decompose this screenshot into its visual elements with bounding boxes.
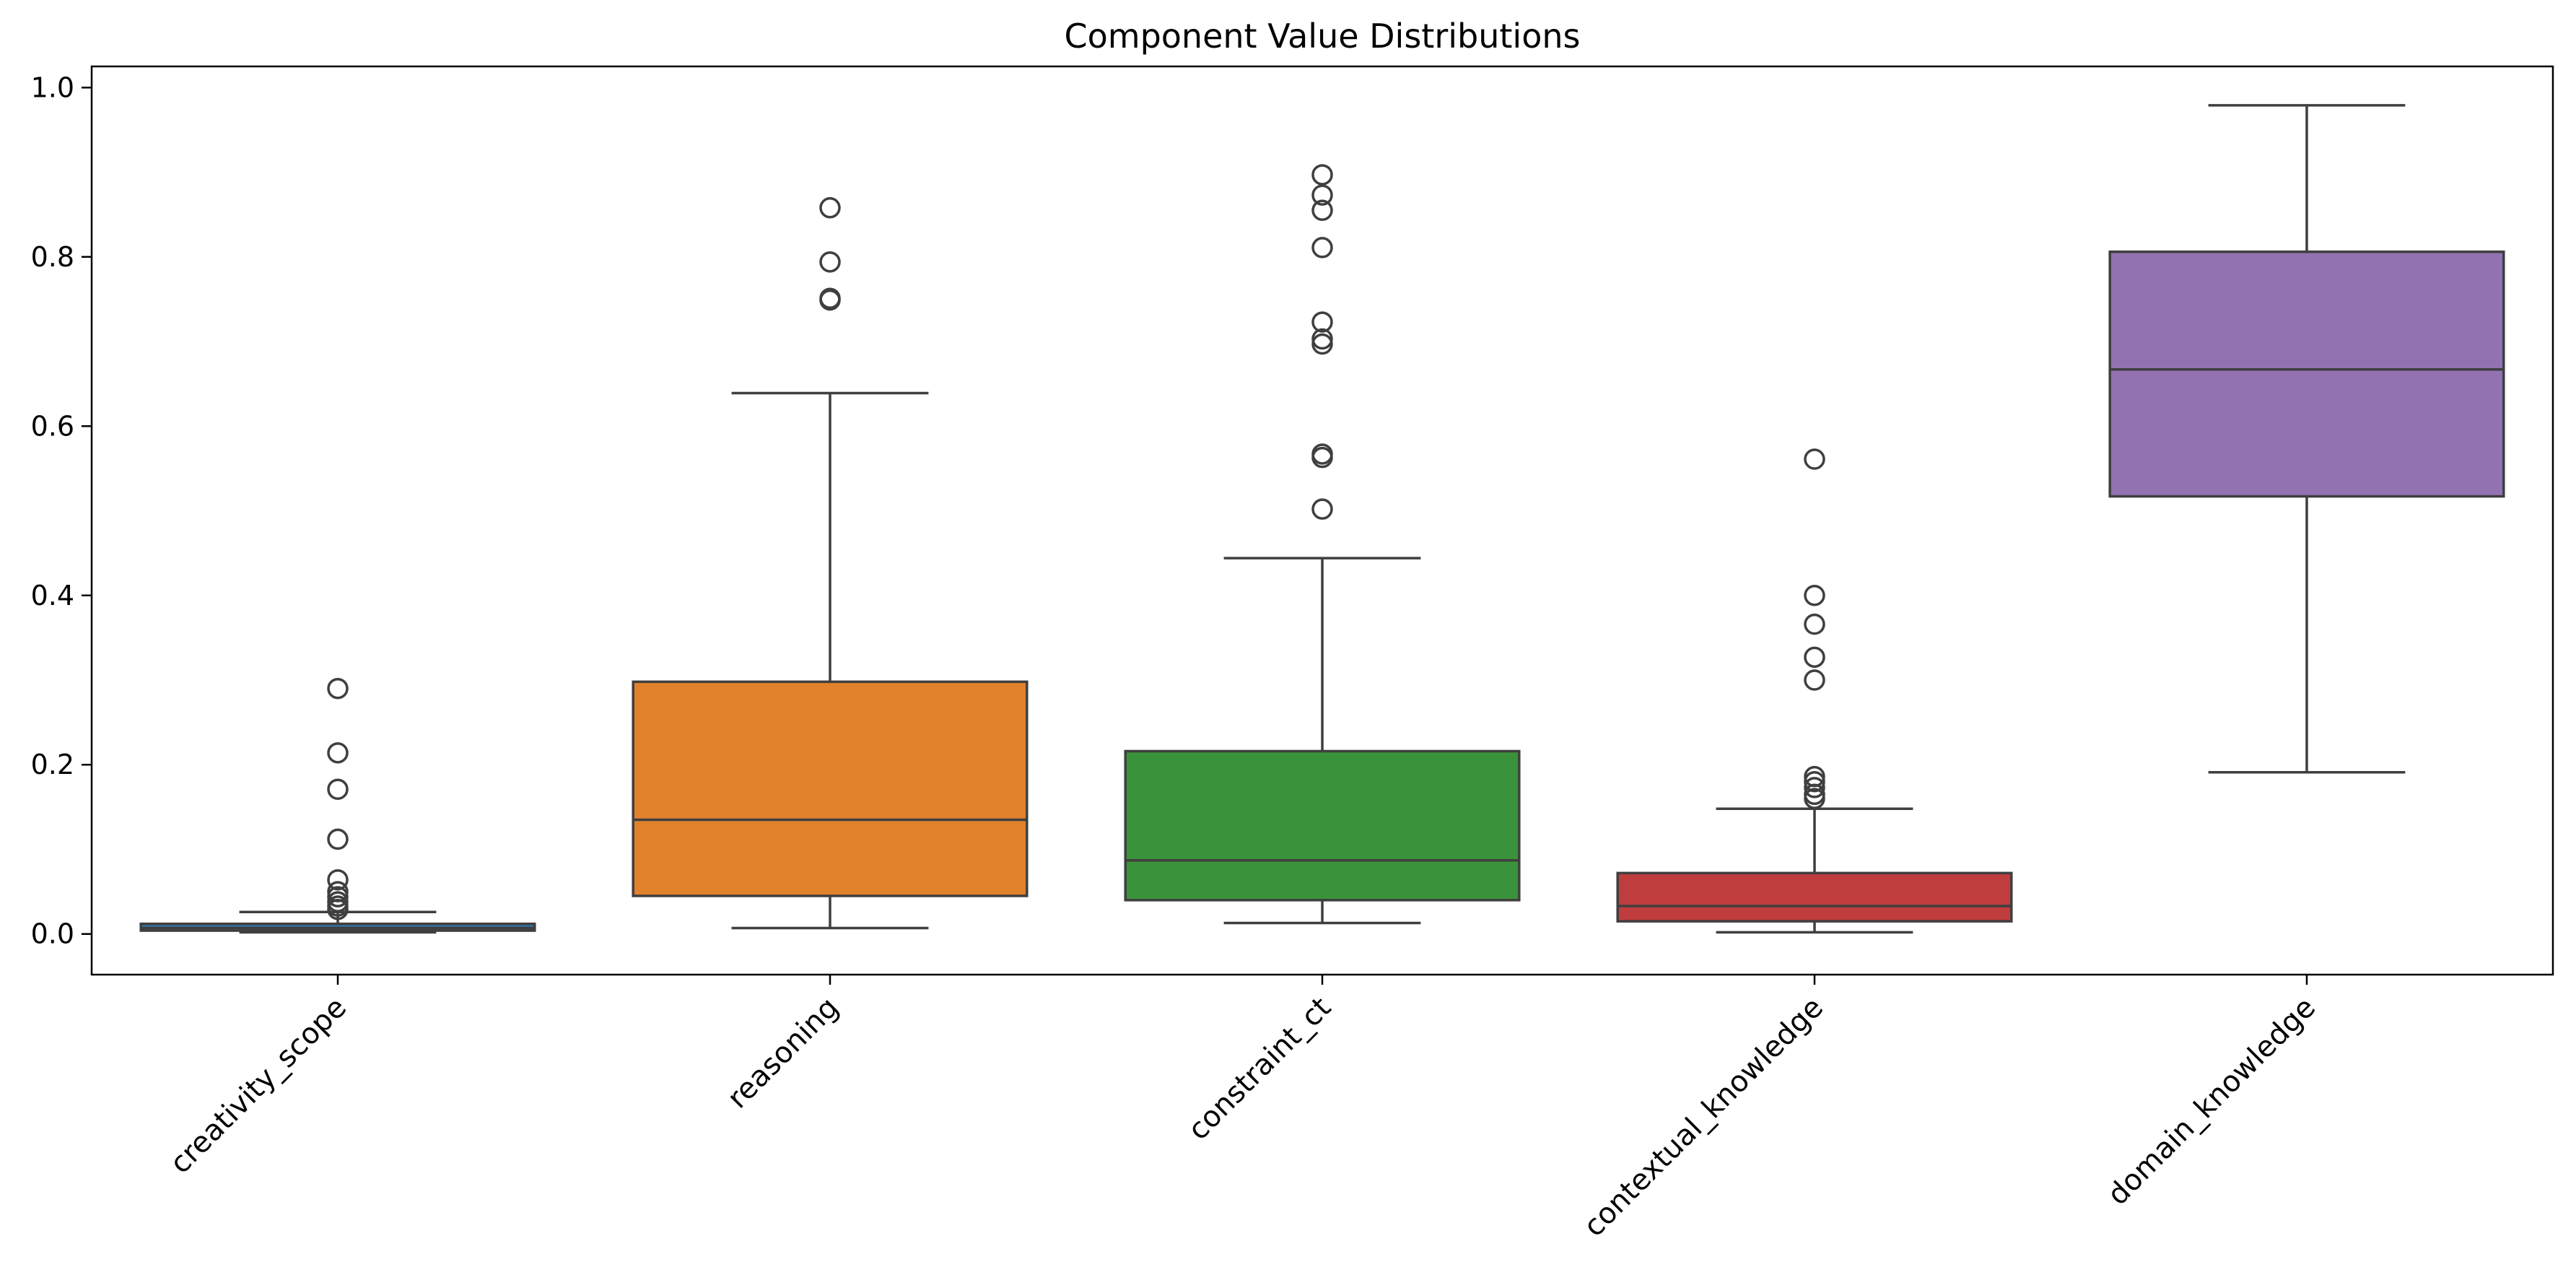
outlier-point [1804, 613, 1825, 635]
outlier-point [1804, 448, 1825, 470]
outlier-point [1804, 585, 1825, 606]
outlier-point [819, 251, 841, 273]
outlier-point [1804, 646, 1825, 669]
outlier-point [1311, 333, 1333, 355]
outlier-point [1311, 164, 1333, 186]
outlier-point [1804, 669, 1825, 691]
outlier-point [1311, 328, 1333, 350]
outlier-point [1311, 446, 1333, 469]
outlier-point [327, 778, 349, 800]
box-series [139, 104, 2505, 934]
outlier-point [819, 289, 841, 311]
y-tick-label: 0.0 [31, 918, 74, 950]
y-tick-label: 1.0 [31, 71, 74, 103]
box-creativity_scope [139, 677, 536, 934]
outlier-point [327, 828, 349, 850]
chart-title: Component Value Distributions [1065, 17, 1581, 56]
y-tick-label: 0.4 [31, 580, 74, 611]
y-tick-label: 0.6 [31, 410, 74, 442]
outlier-point [327, 742, 349, 764]
outlier-point [327, 886, 349, 907]
outlier-point [1311, 199, 1333, 222]
outlier-point [1311, 184, 1333, 206]
outlier-point [1311, 311, 1333, 333]
outlier-point [327, 898, 349, 920]
box-reasoning [632, 197, 1029, 930]
box-iqr [1616, 871, 2013, 923]
outlier-point [819, 197, 841, 219]
outlier-point [1804, 777, 1825, 798]
y-axis: 0.0 0.2 0.4 0.6 0.8 1.0 [31, 71, 92, 950]
outlier-point [1311, 237, 1333, 258]
box-domain_knowledge [2108, 104, 2505, 774]
box-iqr [1124, 749, 1521, 902]
box-constraint_ct [1124, 164, 1521, 925]
outlier-point [327, 677, 349, 700]
y-tick-label: 0.2 [31, 749, 74, 780]
y-tick-label: 0.8 [31, 241, 74, 273]
outlier-point [327, 868, 349, 891]
box-iqr [2108, 251, 2505, 498]
outlier-point [1311, 498, 1333, 520]
outlier-point [1804, 770, 1825, 793]
plot-frame [90, 65, 2554, 976]
box-contextual_knowledge [1616, 448, 2013, 934]
outlier-point [1804, 788, 1825, 809]
box-iqr [632, 680, 1029, 897]
